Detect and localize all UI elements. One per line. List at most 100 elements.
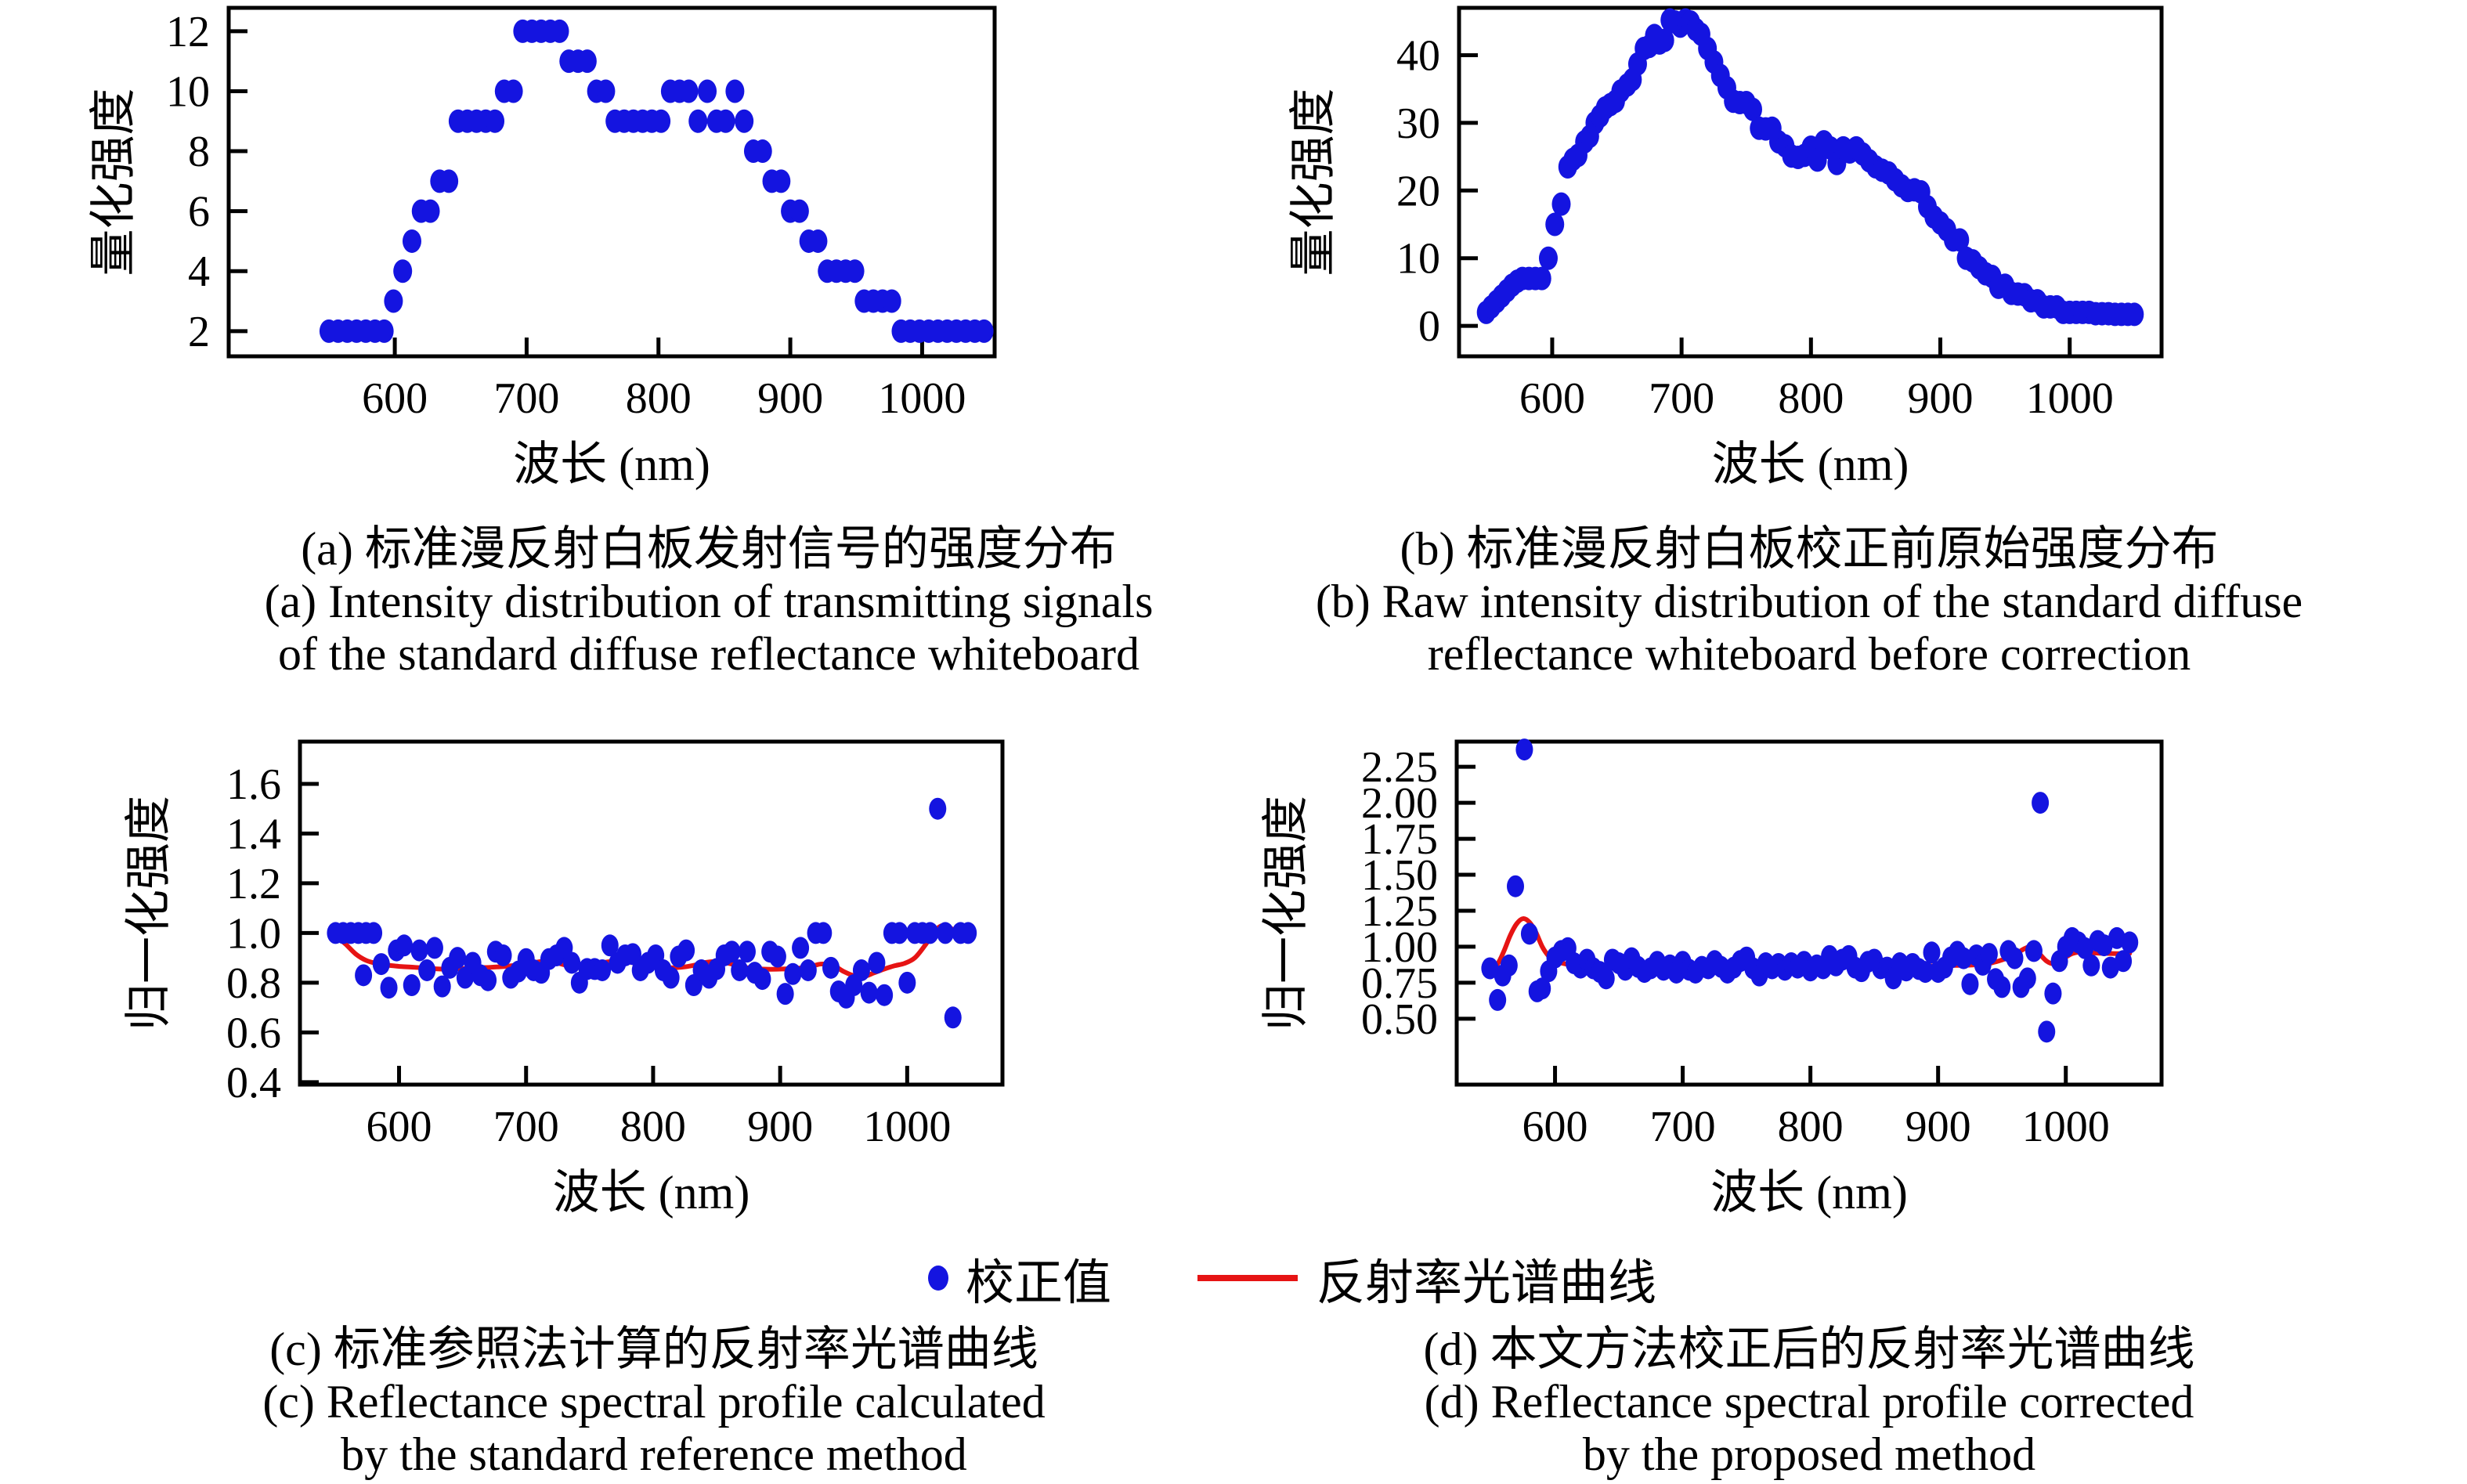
chart-legend: 校正值 反射率光谱曲线 xyxy=(928,1247,1656,1310)
scatter-point xyxy=(852,959,870,981)
scatter-point xyxy=(365,922,383,944)
scatter-point xyxy=(1551,192,1571,216)
y-tick-label: 10 xyxy=(1396,235,1440,283)
scatter-point xyxy=(876,984,894,1006)
scatter-point xyxy=(494,944,512,966)
x-tick-label: 600 xyxy=(1519,374,1585,423)
plot-border-d xyxy=(1454,739,2164,1087)
scatter-point xyxy=(929,797,947,820)
x-tick-label: 800 xyxy=(626,374,692,423)
scatter-point xyxy=(563,951,581,974)
scatter-point xyxy=(753,139,772,164)
scatter-point xyxy=(374,319,394,343)
chart-b: 600 700 800 900 1000 0 10 20 30 40 波长 (nm) 量化强度 xyxy=(1288,5,2164,490)
scatter-point xyxy=(2044,982,2062,1005)
x-tick-label: 1000 xyxy=(863,1103,951,1151)
scatter-point xyxy=(1961,973,1979,995)
caption-c: (c) 标准参照法计算的反射率光谱曲线 (c) Reflectance spec… xyxy=(262,1323,1045,1481)
caption-c-line-en1: (c) Reflectance spectral profile calcula… xyxy=(262,1376,1046,1428)
y-tick-label: 8 xyxy=(188,128,210,176)
scatter-point xyxy=(601,934,619,957)
scatter-point xyxy=(776,983,794,1006)
scatter-point xyxy=(725,79,745,103)
scatter-point xyxy=(372,953,390,976)
scatter-point xyxy=(439,169,459,193)
scatter-point xyxy=(860,981,878,1004)
y-tick-label: 1.2 xyxy=(226,860,281,908)
scatter-point xyxy=(822,956,840,979)
caption-c-line-zh: (c) 标准参照法计算的反射率光谱曲线 xyxy=(269,1323,1038,1375)
legend-dot-label: 校正值 xyxy=(966,1257,1112,1310)
scatter-point xyxy=(735,109,754,133)
scatter-point xyxy=(1533,977,1551,1000)
scatter-point xyxy=(937,922,955,944)
caption-a-line-en1: (a) Intensity distribution of transmitti… xyxy=(264,576,1154,627)
scatter-point xyxy=(845,259,865,283)
legend-dot-icon xyxy=(928,1266,948,1291)
y-tick-label: 4 xyxy=(188,247,210,296)
scatter-point xyxy=(410,939,428,962)
scatter-point xyxy=(1532,266,1551,291)
scatter-point xyxy=(890,922,908,944)
scatter-point xyxy=(2006,947,2024,969)
scatter-point xyxy=(2025,940,2043,962)
scatter-point xyxy=(815,922,833,944)
scatter-point xyxy=(1520,923,1538,945)
chart-c: 600 700 800 900 1000 0.40.60.81.01.21.41.6 波长 … xyxy=(123,739,1005,1219)
scatter-point xyxy=(2082,954,2100,977)
scatter-point xyxy=(882,289,901,313)
x-tick-label: 600 xyxy=(367,1103,432,1151)
scatter-point xyxy=(402,229,421,253)
scatter-point xyxy=(2115,950,2133,973)
scatter-point xyxy=(921,922,939,944)
chart-a: 600 700 800 900 1000 2 4 6 8 10 12 波长 (nm) 量化强度 xyxy=(88,5,997,490)
scatter-point xyxy=(652,109,671,133)
scatter-point xyxy=(698,79,717,103)
scatter-point xyxy=(1950,228,1970,252)
scatter-point xyxy=(974,319,994,343)
scatter-point xyxy=(662,966,680,989)
scatter-point xyxy=(479,969,497,991)
caption-a-line-en2: of the standard diffuse reflectance whit… xyxy=(277,628,1140,680)
caption-b-line-en2: reflectance whiteboard before correction xyxy=(1427,628,2191,680)
y-axis-label-a: 量化强度 xyxy=(88,88,139,276)
x-tick-label: 900 xyxy=(757,374,823,423)
y-axis-label-b: 量化强度 xyxy=(1288,88,1339,276)
y-tick-label: 0.4 xyxy=(226,1059,281,1107)
caption-c-line-en2: by the standard reference method xyxy=(341,1428,967,1480)
legend-line-icon xyxy=(1197,1275,1299,1281)
y-tick-label: 0 xyxy=(1418,302,1440,351)
scatter-point xyxy=(789,199,809,223)
scatter-point xyxy=(784,962,802,985)
scatter-point xyxy=(679,79,699,103)
scatter-point xyxy=(1545,212,1565,237)
scatter-point xyxy=(959,922,977,944)
scatter-point xyxy=(1515,738,1533,761)
x-tick-label: 800 xyxy=(1778,1103,1844,1151)
scatter-point xyxy=(1655,28,1674,52)
plot-border-c xyxy=(298,739,1005,1087)
scatter-point xyxy=(1507,875,1524,897)
scatter-point xyxy=(384,289,403,313)
scatter-point xyxy=(738,941,756,963)
scatter-point xyxy=(944,1006,962,1029)
scatter-point xyxy=(1597,967,1615,990)
scatter-point xyxy=(425,937,443,959)
caption-a-line-zh: (a) 标准漫反射白板发射信号的强度分布 xyxy=(301,523,1117,575)
y-tick-label: 2 xyxy=(188,308,210,356)
scatter-point xyxy=(1489,988,1507,1011)
x-axis-label-a: 波长 (nm) xyxy=(513,439,710,490)
caption-a: (a) 标准漫反射白板发射信号的强度分布 (a) Intensity distr… xyxy=(265,523,1154,681)
y-tick-label: 40 xyxy=(1396,31,1440,80)
x-tick-label: 700 xyxy=(1650,1103,1716,1151)
x-axis-label-b: 波长 (nm) xyxy=(1712,439,1909,490)
y-tick-label: 0.75 xyxy=(1361,959,1438,1008)
scatter-point xyxy=(1923,941,1941,964)
scatter-point xyxy=(403,974,421,997)
caption-d: (d) 本文方法校正后的反射率光谱曲线 (d) Reflectance spec… xyxy=(1424,1323,2195,1481)
scatter-point xyxy=(623,943,641,966)
caption-b-line-zh: (b) 标准漫反射白板校正前原始强度分布 xyxy=(1400,523,2219,575)
x-tick-label: 900 xyxy=(1905,1103,1971,1151)
x-tick-label: 1000 xyxy=(2022,1103,2110,1151)
